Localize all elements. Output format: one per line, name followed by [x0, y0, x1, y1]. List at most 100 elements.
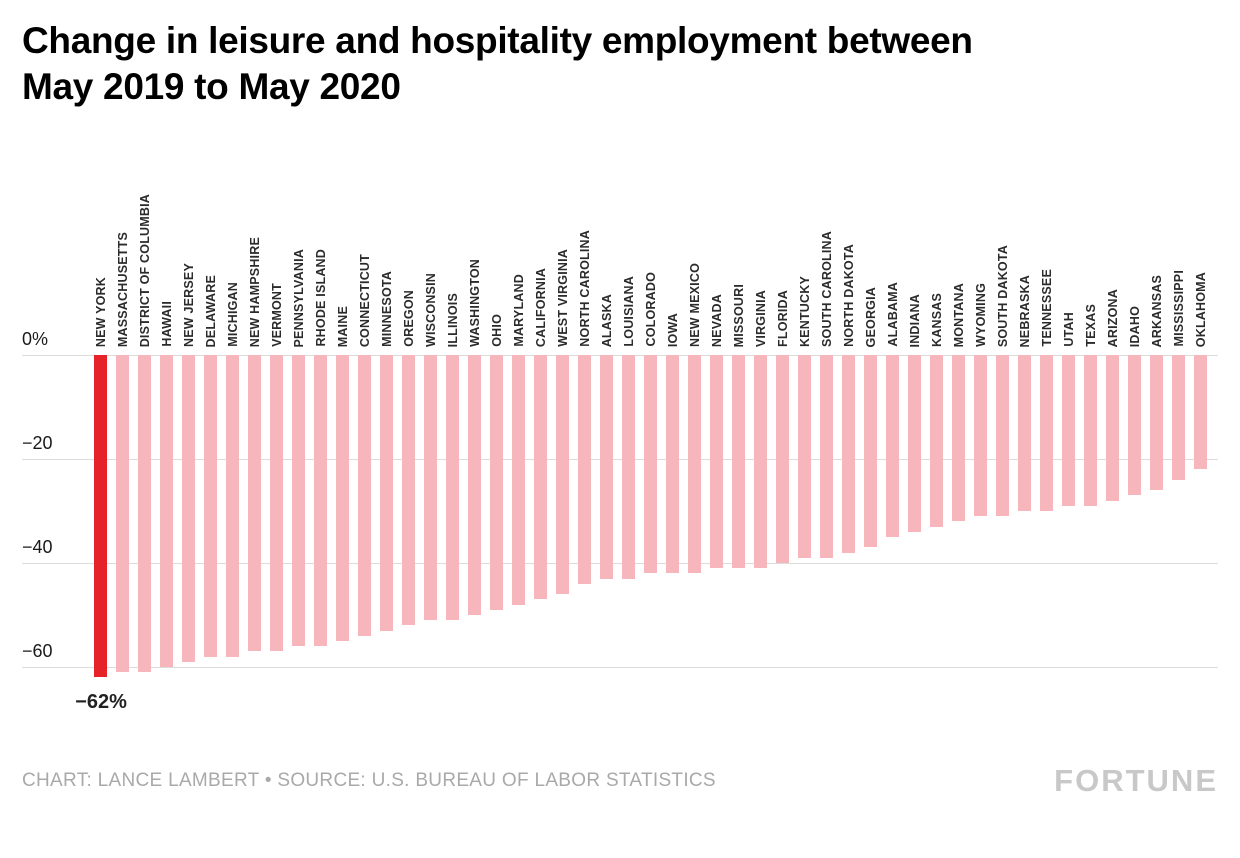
state-label: ALABAMA	[886, 282, 900, 347]
bar	[952, 355, 965, 522]
state-label: GEORGIA	[864, 286, 878, 347]
state-label: TENNESSEE	[1040, 269, 1054, 347]
state-label: OREGON	[402, 290, 416, 347]
bar	[644, 355, 657, 574]
bar-slot: MASSACHUSETTS	[112, 129, 134, 709]
bar-slot: OKLAHOMA	[1190, 129, 1212, 709]
bar	[292, 355, 305, 647]
state-label: NEW YORK	[94, 276, 108, 347]
bar	[226, 355, 239, 657]
y-tick-label: −60	[22, 641, 53, 661]
bar	[402, 355, 415, 626]
bar-slot: WASHINGTON	[464, 129, 486, 709]
fortune-logo: FORTUNE	[1054, 763, 1218, 798]
y-tick-label: −40	[22, 537, 53, 557]
bar-slot: MICHIGAN	[222, 129, 244, 709]
bar-slot: ILLINOIS	[442, 129, 464, 709]
bar-slot: RHODE ISLAND	[310, 129, 332, 709]
bar-slot: SOUTH CAROLINA	[816, 129, 838, 709]
bar	[1150, 355, 1163, 491]
state-label: WEST VIRGINIA	[556, 249, 570, 347]
bar	[1106, 355, 1119, 501]
state-label: KENTUCKY	[798, 275, 812, 347]
bar-slot: LOUISIANA	[618, 129, 640, 709]
bar	[1194, 355, 1207, 470]
bar	[248, 355, 261, 652]
bar-slot: VERMONT	[266, 129, 288, 709]
bar-slot: NEW MEXICO	[684, 129, 706, 709]
bar	[666, 355, 679, 574]
bar	[1128, 355, 1141, 496]
bar-slot: VIRGINIA	[750, 129, 772, 709]
bar-slot: TEXAS	[1080, 129, 1102, 709]
bar-slot: ARIZONA	[1102, 129, 1124, 709]
state-label: RHODE ISLAND	[314, 249, 328, 347]
bar-slot: DELAWARE	[200, 129, 222, 709]
state-label: MONTANA	[952, 282, 966, 347]
bar-slot: MINNESOTA	[376, 129, 398, 709]
bar-slot: GEORGIA	[860, 129, 882, 709]
state-label: NEBRASKA	[1018, 274, 1032, 347]
bar	[116, 355, 129, 673]
gridline	[22, 667, 1218, 668]
highlight-annotation: −62%	[75, 691, 127, 714]
state-label: MISSISSIPPI	[1172, 270, 1186, 347]
state-label: NEW HAMPSHIRE	[248, 236, 262, 347]
bar-slot: NEBRASKA	[1014, 129, 1036, 709]
state-label: ALASKA	[600, 293, 614, 347]
bar-slot: DISTRICT OF COLUMBIA	[134, 129, 156, 709]
bar-slot: PENNSYLVANIA	[288, 129, 310, 709]
bar	[622, 355, 635, 579]
state-label: NORTH DAKOTA	[842, 244, 856, 347]
state-label: HAWAII	[160, 301, 174, 347]
bar-slot: ARKANSAS	[1146, 129, 1168, 709]
chart-title-line1: Change in leisure and hospitality employ…	[22, 20, 973, 61]
bar-slot: NEW HAMPSHIRE	[244, 129, 266, 709]
plot-area: 0% −20 −40 −60 NEW YORK −62% MASSACHUSETTS DIS…	[22, 129, 1218, 713]
bar-slot: OHIO	[486, 129, 508, 709]
bar	[314, 355, 327, 647]
bar-slot: MONTANA	[948, 129, 970, 709]
state-label: OHIO	[490, 314, 504, 347]
bar	[1172, 355, 1185, 480]
bar	[468, 355, 481, 615]
bar	[380, 355, 393, 631]
bar-slot: MISSISSIPPI	[1168, 129, 1190, 709]
bar	[1018, 355, 1031, 511]
bar	[1040, 355, 1053, 511]
bar	[930, 355, 943, 527]
state-label: NORTH CAROLINA	[578, 230, 592, 347]
bar	[754, 355, 767, 569]
bar	[732, 355, 745, 569]
bar	[160, 355, 173, 667]
bar	[534, 355, 547, 600]
chart-title: Change in leisure and hospitality employ…	[22, 18, 1218, 109]
bar-slot: SOUTH DAKOTA	[992, 129, 1014, 709]
bar-slot: NEVADA	[706, 129, 728, 709]
state-label: CONNECTICUT	[358, 253, 372, 347]
grid-layer: 0% −20 −40 −60	[22, 129, 1218, 709]
bar	[424, 355, 437, 621]
state-label: TEXAS	[1084, 304, 1098, 347]
bar	[94, 355, 107, 678]
bar	[886, 355, 899, 537]
state-label: COLORADO	[644, 272, 658, 347]
bar-slot: CALIFORNIA	[530, 129, 552, 709]
bar	[776, 355, 789, 563]
bar-slot: FLORIDA	[772, 129, 794, 709]
state-label: UTAH	[1062, 312, 1076, 347]
state-label: DELAWARE	[204, 274, 218, 347]
bar	[710, 355, 723, 569]
bar-slot: NORTH CAROLINA	[574, 129, 596, 709]
bar-slot: MARYLAND	[508, 129, 530, 709]
bar	[842, 355, 855, 553]
state-label: MICHIGAN	[226, 282, 240, 347]
gridline	[22, 563, 1218, 564]
state-label: VERMONT	[270, 283, 284, 347]
state-label: SOUTH CAROLINA	[820, 231, 834, 347]
bar-slot: KENTUCKY	[794, 129, 816, 709]
state-label: IDAHO	[1128, 305, 1142, 347]
bar-slot: ALASKA	[596, 129, 618, 709]
state-label: KANSAS	[930, 293, 944, 347]
bar-slot: HAWAII	[156, 129, 178, 709]
